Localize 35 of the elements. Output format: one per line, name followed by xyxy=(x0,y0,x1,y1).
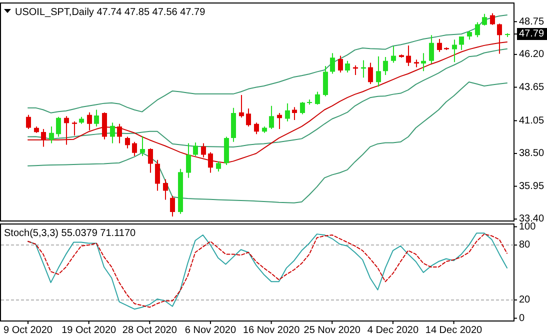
x-tick-label: 14 Dec 2020 xyxy=(425,325,483,336)
y-tick-label: 35.95 xyxy=(519,180,544,192)
chart-title: USOIL_SPT,Daily 47.74 47.85 47.56 47.79 xyxy=(15,7,206,18)
line-series xyxy=(28,48,508,148)
y-tick-label: 41.05 xyxy=(519,115,544,126)
candlestick xyxy=(414,60,419,68)
x-tick-label: 16 Nov 2020 xyxy=(242,325,300,336)
y-tick-label: 100 xyxy=(519,221,536,232)
y-tick-label: 38.50 xyxy=(519,148,544,160)
y-tick-label: 0 xyxy=(519,312,525,324)
x-tick-label: 19 Oct 2020 xyxy=(62,325,117,336)
candlestick xyxy=(421,53,426,72)
y-tick-label: 46.20 xyxy=(519,49,544,60)
y-tick-label: 20 xyxy=(519,294,531,306)
x-tick-label: 9 Oct 2020 xyxy=(4,325,53,336)
y-tick-label: 43.65 xyxy=(519,82,544,93)
candlestick xyxy=(292,107,297,120)
x-tick-label: 28 Oct 2020 xyxy=(122,325,178,336)
y-tick-label: 48.75 xyxy=(519,16,544,28)
x-tick-label: 25 Nov 2020 xyxy=(304,325,361,336)
candlestick xyxy=(140,136,145,156)
candlestick xyxy=(361,60,366,78)
candlestick xyxy=(444,47,449,50)
line-series xyxy=(28,41,508,164)
chart-title: Stoch(5,3,3) 55.0379 71.1170 xyxy=(4,228,136,239)
candlestick xyxy=(72,121,77,136)
y-tick-label: 47.79 xyxy=(519,28,544,40)
candlestick xyxy=(505,33,510,37)
candlestick xyxy=(406,45,411,66)
candlestick xyxy=(391,46,396,63)
x-tick-label: 4 Dec 2020 xyxy=(367,325,419,336)
line-series xyxy=(28,81,508,204)
y-tick-label: 80 xyxy=(519,240,531,251)
x-tick-label: 6 Nov 2020 xyxy=(184,325,236,336)
candlestick xyxy=(452,40,457,62)
